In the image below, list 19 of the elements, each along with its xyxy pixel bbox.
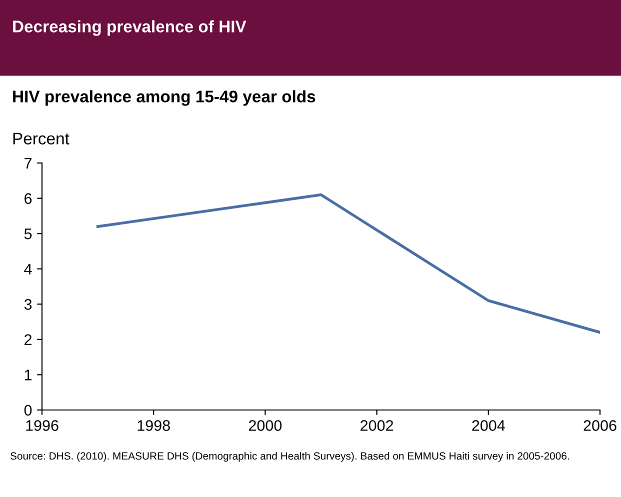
source-note: Source: DHS. (2010). MEASURE DHS (Demographic and Health Surveys). Based on EMMUS Haiti survey in 2005-2006. [10, 452, 569, 462]
x-tick-label: 2000 [248, 420, 282, 431]
y-tick-label: 0 [24, 404, 32, 416]
x-tick-label: 2004 [472, 420, 505, 431]
x-tick-label: 2006 [584, 420, 616, 431]
y-tick-label: 7 [24, 158, 32, 169]
y-tick-label: 2 [24, 334, 32, 345]
line-series [96, 193, 600, 334]
y-tick-label: 3 [24, 299, 32, 310]
x-tick-label: 1996 [26, 420, 58, 431]
y-tick-label: 1 [24, 370, 32, 380]
y-axis-title: Percent [13, 132, 70, 144]
chart-subtitle: HIV prevalence among 15-49 year olds [13, 90, 316, 106]
x-tick-label: 1998 [138, 420, 170, 431]
y-tick-label: 4 [24, 264, 32, 274]
x-tick-label: 2002 [360, 420, 394, 431]
chart-title: Decreasing prevalence of HIV [13, 20, 246, 36]
y-tick-label: 5 [24, 228, 32, 240]
y-tick-label: 6 [24, 193, 32, 204]
